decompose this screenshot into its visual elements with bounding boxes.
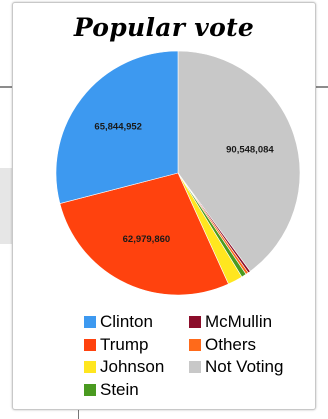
pie-label-not-voting: 90,548,084 [226,144,274,155]
pie-label-clinton: 65,844,952 [94,122,142,133]
background-panel [0,168,14,244]
background-divider-right [314,86,328,88]
pie-chart: 90,548,084 62,979,860 65,844,952 [55,50,301,296]
background-divider-left [0,86,14,88]
chart-title: Popular vote [73,13,255,42]
pie-label-trump: 62,979,860 [123,234,171,245]
background-tick [78,403,79,419]
pie-slice-trump [59,172,229,296]
chart-card: Popular vote 90,548,084 62,979,860 65,844,… [12,2,316,410]
pie-slice-not-voting [177,50,301,272]
pie-slice-clinton [55,50,179,204]
